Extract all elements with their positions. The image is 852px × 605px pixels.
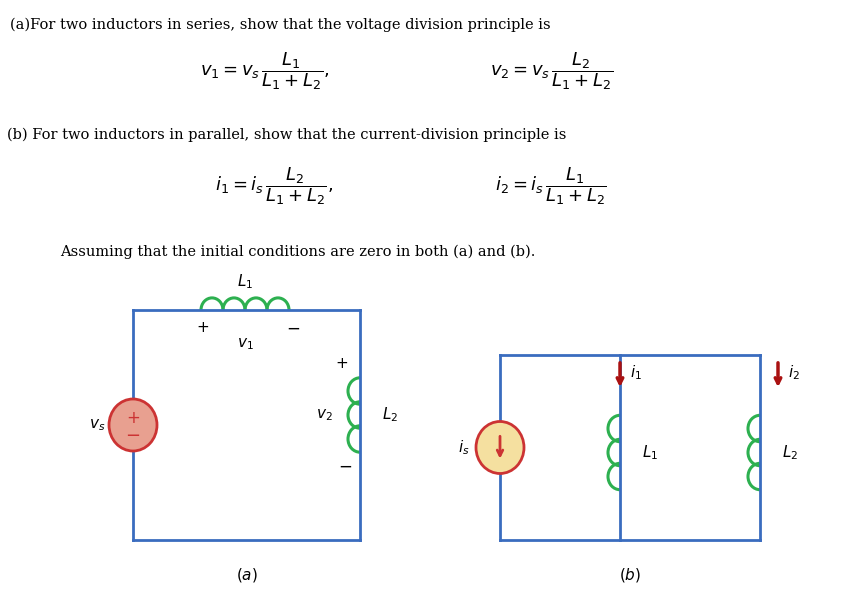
Text: $i_1$: $i_1$ <box>630 364 642 382</box>
Text: $i_2$: $i_2$ <box>788 364 800 382</box>
Text: $i_s$: $i_s$ <box>458 438 469 457</box>
Text: $v_2 = v_s\,\dfrac{L_2}{L_1 + L_2}$: $v_2 = v_s\,\dfrac{L_2}{L_1 + L_2}$ <box>490 50 613 91</box>
Text: $-$: $-$ <box>338 457 352 474</box>
Text: (b) For two inductors in parallel, show that the current-division principle is: (b) For two inductors in parallel, show … <box>7 128 567 142</box>
Text: $-$: $-$ <box>125 425 141 443</box>
Text: $+$: $+$ <box>336 357 348 371</box>
Text: $+$: $+$ <box>197 321 210 335</box>
Text: $i_1 = i_s\,\dfrac{L_2}{L_1 + L_2},$: $i_1 = i_s\,\dfrac{L_2}{L_1 + L_2},$ <box>215 165 333 207</box>
Text: $L_2$: $L_2$ <box>382 405 398 424</box>
Ellipse shape <box>109 399 157 451</box>
Text: $v_s$: $v_s$ <box>89 417 105 433</box>
Text: $L_1$: $L_1$ <box>237 273 253 292</box>
Text: $L_1$: $L_1$ <box>642 443 659 462</box>
Text: $v_1$: $v_1$ <box>237 336 253 352</box>
Text: $v_2$: $v_2$ <box>315 407 332 423</box>
Ellipse shape <box>476 422 524 474</box>
Text: (a)For two inductors in series, show that the voltage division principle is: (a)For two inductors in series, show tha… <box>10 18 550 33</box>
Text: Assuming that the initial conditions are zero in both (a) and (b).: Assuming that the initial conditions are… <box>60 245 535 260</box>
Text: $i_2 = i_s\,\dfrac{L_1}{L_1 + L_2}$: $i_2 = i_s\,\dfrac{L_1}{L_1 + L_2}$ <box>495 165 607 207</box>
Text: $+$: $+$ <box>126 409 140 427</box>
Text: $(b)$: $(b)$ <box>619 566 641 584</box>
Text: $(a)$: $(a)$ <box>235 566 257 584</box>
Text: $v_1 = v_s\,\dfrac{L_1}{L_1 + L_2},$: $v_1 = v_s\,\dfrac{L_1}{L_1 + L_2},$ <box>200 50 330 91</box>
Text: $-$: $-$ <box>286 319 300 336</box>
Text: $L_2$: $L_2$ <box>782 443 798 462</box>
